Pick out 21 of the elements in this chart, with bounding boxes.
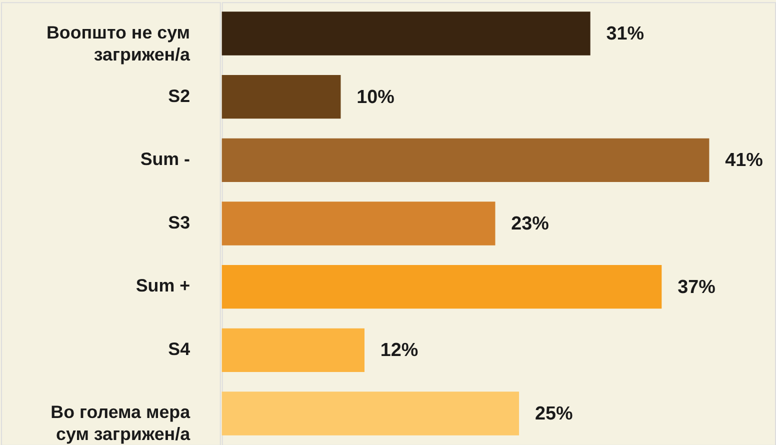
data-label: 10% (356, 86, 395, 108)
y-tick-label: Sum - (140, 149, 190, 170)
bar (222, 74, 341, 119)
bar (222, 328, 364, 372)
bar (222, 138, 710, 182)
data-label: 37% (678, 276, 716, 298)
data-label: 41% (725, 150, 764, 172)
bar (222, 12, 590, 56)
data-label: 12% (380, 340, 418, 362)
data-label: 23% (511, 213, 550, 234)
y-tick-label: Sum + (136, 276, 190, 296)
y-tick-label: S2 (168, 86, 190, 106)
bar (222, 202, 496, 246)
bar (222, 264, 662, 309)
y-tick-label: Во голема мера сум загрижен/а (50, 402, 192, 444)
data-label: 25% (534, 403, 573, 424)
y-tick-label: S4 (168, 338, 190, 359)
y-tick-label: S3 (168, 212, 190, 232)
y-tick-label: Воопшто не сум загрижен/а (46, 22, 192, 65)
data-label: 31% (606, 23, 644, 44)
bar (222, 392, 520, 436)
